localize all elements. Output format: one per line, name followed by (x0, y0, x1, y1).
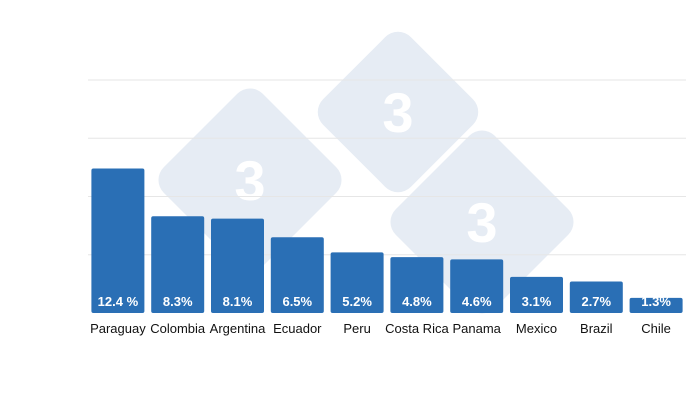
watermark-glyph: 3 (382, 81, 413, 144)
bar (270, 237, 324, 313)
data-label: 8.3% (163, 294, 193, 309)
bar (91, 168, 145, 313)
x-tick-label: Brazil (580, 321, 613, 336)
bar (510, 276, 563, 313)
data-label: 3.1% (522, 294, 552, 309)
bar (390, 257, 444, 313)
watermark-diamond: 3 (317, 31, 479, 193)
bar (151, 216, 205, 313)
x-tick-label: Paraguay (90, 321, 146, 336)
x-tick-label: Panama (452, 321, 501, 336)
data-label: 4.6% (462, 294, 492, 309)
x-tick-label: Colombia (150, 321, 206, 336)
bars (91, 168, 683, 313)
data-label: 2.7% (581, 294, 611, 309)
data-label: 1.3% (641, 294, 671, 309)
x-tick-label: Chile (641, 321, 671, 336)
watermark-glyph: 3 (234, 149, 265, 212)
bar (330, 252, 384, 313)
data-label: 4.8% (402, 294, 432, 309)
data-labels: 12.4 % 8.3% 8.1% 6.5% 5.2% 4.8% 4.6% 3.1% 2.7% 1.… (98, 294, 672, 309)
bar (629, 297, 683, 313)
x-tick-labels: Paraguay Colombia Argentina Ecuador Peru Cost… (90, 321, 671, 336)
data-label: 6.5% (282, 294, 312, 309)
watermark-glyph: 3 (466, 191, 497, 254)
data-label: 8.1% (223, 294, 253, 309)
x-tick-label: Peru (343, 321, 370, 336)
bar (211, 218, 264, 313)
x-tick-label: Ecuador (273, 321, 322, 336)
x-tick-label: Costa Rica (385, 321, 449, 336)
watermark-diamond: 3 (158, 88, 342, 272)
watermark-logo: 333 (158, 31, 574, 314)
bar (569, 281, 623, 313)
bar (450, 259, 504, 313)
x-tick-label: Mexico (516, 321, 557, 336)
gridlines (88, 79, 686, 256)
data-label: 5.2% (342, 294, 372, 309)
x-tick-label: Argentina (210, 321, 266, 336)
data-label: 12.4 % (98, 294, 139, 309)
